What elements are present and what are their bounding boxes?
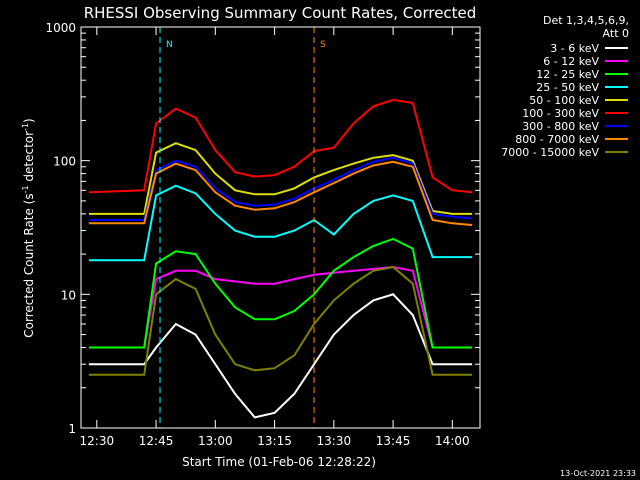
y-axis-label-sup1: -1 <box>21 185 30 193</box>
legend-label-4: 50 - 100 keV <box>529 94 599 107</box>
series-line-0 <box>88 293 473 419</box>
legend-label-7: 800 - 7000 keV <box>515 133 599 146</box>
chart-title: RHESSI Observing Summary Count Rates, Co… <box>84 4 477 22</box>
series-line-8 <box>88 265 473 376</box>
series-layer <box>88 98 473 419</box>
x-tick-label-5: 13:45 <box>376 434 411 448</box>
legend-label-2: 12 - 25 keV <box>536 68 599 81</box>
y-axis-label: Corrected Count Rate (s-1 detector-1) <box>21 118 36 337</box>
y-axis-label-sup2: -1 <box>21 123 30 131</box>
series-line-5 <box>88 98 473 194</box>
legend-label-6: 300 - 800 keV <box>522 120 599 133</box>
legend-label-0: 3 - 6 keV <box>550 42 599 55</box>
axis-layer: 1 10 100 1000 12:30 12:45 13:00 13:15 13:30 13:45… <box>45 21 481 448</box>
legend-label-1: 6 - 12 keV <box>543 55 599 68</box>
legend-title-line1: Det 1,3,4,5,6,9, <box>543 14 629 27</box>
y-tick-label-1: 10 <box>61 288 76 302</box>
series-line-7 <box>88 160 473 226</box>
y-tick-label-2: 100 <box>53 155 76 169</box>
legend-title-line2: Att 0 <box>603 27 629 40</box>
x-tick-label-0: 12:30 <box>80 434 115 448</box>
y-tick-label-3: 1000 <box>45 21 76 35</box>
x-tick-label-2: 13:00 <box>198 434 233 448</box>
series-line-2 <box>88 237 473 349</box>
y-axis-label-main: Corrected Count Rate (s <box>22 193 36 337</box>
annotation-label-0: N <box>166 40 173 50</box>
plot-frame <box>80 26 481 429</box>
x-tick-label-3: 13:15 <box>257 434 292 448</box>
series-line-4 <box>88 142 473 215</box>
x-tick-label-6: 14:00 <box>435 434 470 448</box>
x-axis-label: Start Time (01-Feb-06 12:28:22) <box>182 455 376 469</box>
y-axis-label-mid: detector <box>22 131 36 186</box>
series-line-6 <box>88 156 473 221</box>
series-line-3 <box>88 184 473 262</box>
x-tick-label-1: 12:45 <box>139 434 174 448</box>
y-axis-label-end: ) <box>22 118 36 123</box>
legend-label-8: 7000 - 15000 keV <box>501 146 599 159</box>
annotation-label-1: S <box>320 40 326 50</box>
legend-label-3: 25 - 50 keV <box>536 81 599 94</box>
timestamp: 13-Oct-2021 23:33 <box>560 469 636 478</box>
series-line-1 <box>88 265 473 349</box>
y-tick-label-0: 1 <box>68 422 76 436</box>
x-tick-label-4: 13:30 <box>317 434 352 448</box>
legend-label-5: 100 - 300 keV <box>522 107 599 120</box>
